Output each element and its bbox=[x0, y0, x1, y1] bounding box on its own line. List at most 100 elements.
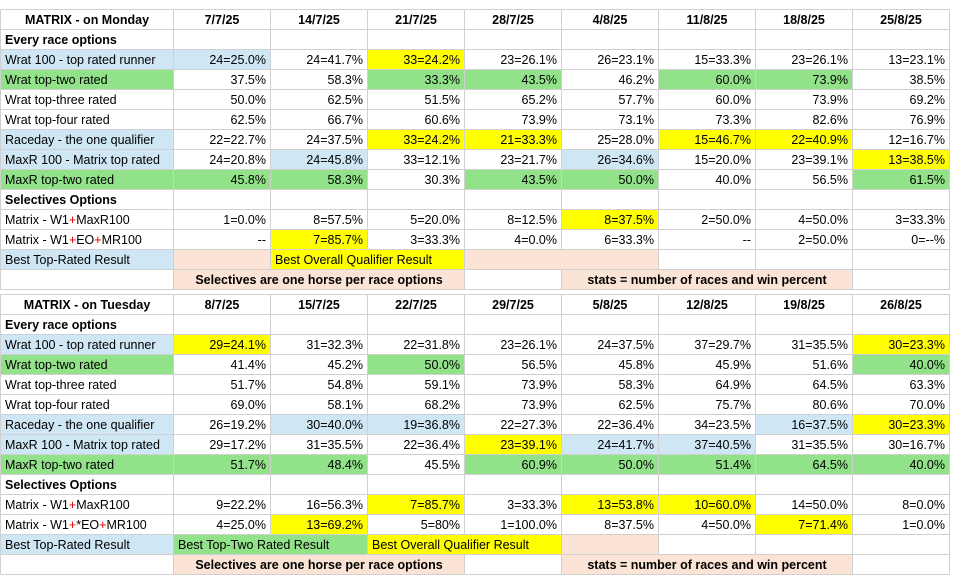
stat-cell[interactable]: 73.1% bbox=[561, 109, 659, 130]
stat-cell[interactable]: 82.6% bbox=[755, 109, 853, 130]
stat-cell[interactable]: 13=38.5% bbox=[852, 149, 950, 170]
stat-cell[interactable]: 62.5% bbox=[561, 394, 659, 415]
stat-cell[interactable]: 51.6% bbox=[755, 354, 853, 375]
stat-cell[interactable]: 8=0.0% bbox=[852, 494, 950, 515]
stat-cell[interactable]: 22=36.4% bbox=[367, 434, 465, 455]
stat-cell[interactable]: 15=20.0% bbox=[658, 149, 756, 170]
stat-cell[interactable]: 40.0% bbox=[852, 354, 950, 375]
stat-cell[interactable]: 15=33.3% bbox=[658, 49, 756, 70]
stat-cell[interactable]: 60.9% bbox=[464, 454, 562, 475]
stat-cell[interactable]: 33=24.2% bbox=[367, 129, 465, 150]
stat-cell[interactable]: 66.7% bbox=[270, 109, 368, 130]
stat-cell[interactable]: 73.3% bbox=[658, 109, 756, 130]
stat-cell[interactable]: 13=69.2% bbox=[270, 514, 368, 535]
stat-cell[interactable]: 13=23.1% bbox=[852, 49, 950, 70]
stat-cell[interactable]: 51.7% bbox=[173, 454, 271, 475]
stat-cell[interactable]: 80.6% bbox=[755, 394, 853, 415]
stat-cell[interactable]: 62.5% bbox=[173, 109, 271, 130]
stat-cell[interactable]: 16=37.5% bbox=[755, 414, 853, 435]
stat-cell[interactable]: 1=0.0% bbox=[173, 209, 271, 230]
stat-cell[interactable]: 50.0% bbox=[561, 169, 659, 190]
stat-cell[interactable]: 23=26.1% bbox=[464, 334, 562, 355]
stat-cell[interactable]: 30=23.3% bbox=[852, 414, 950, 435]
stat-cell[interactable]: 22=31.8% bbox=[367, 334, 465, 355]
stat-cell[interactable]: 10=60.0% bbox=[658, 494, 756, 515]
stat-cell[interactable]: 68.2% bbox=[367, 394, 465, 415]
stat-cell[interactable]: 14=50.0% bbox=[755, 494, 853, 515]
stat-cell[interactable]: 3=33.3% bbox=[852, 209, 950, 230]
stat-cell[interactable]: 8=12.5% bbox=[464, 209, 562, 230]
stat-cell[interactable]: 31=35.5% bbox=[270, 434, 368, 455]
stat-cell[interactable]: 8=37.5% bbox=[561, 514, 659, 535]
stat-cell[interactable]: 5=80% bbox=[367, 514, 465, 535]
stat-cell[interactable]: -- bbox=[173, 229, 271, 250]
stat-cell[interactable]: 40.0% bbox=[852, 454, 950, 475]
stat-cell[interactable]: 69.0% bbox=[173, 394, 271, 415]
stat-cell[interactable]: 64.9% bbox=[658, 374, 756, 395]
stat-cell[interactable]: 1=100.0% bbox=[464, 514, 562, 535]
stat-cell[interactable]: 45.2% bbox=[270, 354, 368, 375]
stat-cell[interactable]: 2=50.0% bbox=[755, 229, 853, 250]
stat-cell[interactable]: 7=71.4% bbox=[755, 514, 853, 535]
stat-cell[interactable]: 60.6% bbox=[367, 109, 465, 130]
stat-cell[interactable]: 58.3% bbox=[561, 374, 659, 395]
stat-cell[interactable]: 5=20.0% bbox=[367, 209, 465, 230]
stat-cell[interactable]: 73.9% bbox=[464, 374, 562, 395]
stat-cell[interactable]: 58.3% bbox=[270, 169, 368, 190]
stat-cell[interactable]: 1=0.0% bbox=[852, 514, 950, 535]
stat-cell[interactable]: 24=41.7% bbox=[561, 434, 659, 455]
stat-cell[interactable]: 58.3% bbox=[270, 69, 368, 90]
stat-cell[interactable]: 26=34.6% bbox=[561, 149, 659, 170]
stat-cell[interactable]: 54.8% bbox=[270, 374, 368, 395]
stat-cell[interactable]: 64.5% bbox=[755, 454, 853, 475]
stat-cell[interactable]: 12=16.7% bbox=[852, 129, 950, 150]
stat-cell[interactable]: 50.0% bbox=[367, 354, 465, 375]
stat-cell[interactable]: 57.7% bbox=[561, 89, 659, 110]
stat-cell[interactable]: 31=35.5% bbox=[755, 434, 853, 455]
stat-cell[interactable]: 24=41.7% bbox=[270, 49, 368, 70]
stat-cell[interactable]: 30=40.0% bbox=[270, 414, 368, 435]
stat-cell[interactable]: 22=22.7% bbox=[173, 129, 271, 150]
stat-cell[interactable]: 31=35.5% bbox=[755, 334, 853, 355]
stat-cell[interactable]: 16=56.3% bbox=[270, 494, 368, 515]
stat-cell[interactable]: 34=23.5% bbox=[658, 414, 756, 435]
stat-cell[interactable]: 22=27.3% bbox=[464, 414, 562, 435]
stat-cell[interactable]: 31=32.3% bbox=[270, 334, 368, 355]
stat-cell[interactable]: 25=28.0% bbox=[561, 129, 659, 150]
stat-cell[interactable]: 24=20.8% bbox=[173, 149, 271, 170]
stat-cell[interactable]: 9=22.2% bbox=[173, 494, 271, 515]
stat-cell[interactable]: 61.5% bbox=[852, 169, 950, 190]
stat-cell[interactable]: 73.9% bbox=[464, 394, 562, 415]
stat-cell[interactable]: 33.3% bbox=[367, 69, 465, 90]
stat-cell[interactable]: 38.5% bbox=[852, 69, 950, 90]
stat-cell[interactable]: 23=26.1% bbox=[755, 49, 853, 70]
stat-cell[interactable]: 37=29.7% bbox=[658, 334, 756, 355]
stat-cell[interactable]: 13=53.8% bbox=[561, 494, 659, 515]
stat-cell[interactable]: 6=33.3% bbox=[561, 229, 659, 250]
stat-cell[interactable]: 73.9% bbox=[755, 69, 853, 90]
stat-cell[interactable]: 51.5% bbox=[367, 89, 465, 110]
stat-cell[interactable]: 64.5% bbox=[755, 374, 853, 395]
stat-cell[interactable]: 2=50.0% bbox=[658, 209, 756, 230]
stat-cell[interactable]: 62.5% bbox=[270, 89, 368, 110]
stat-cell[interactable]: 3=33.3% bbox=[367, 229, 465, 250]
stat-cell[interactable]: 33=12.1% bbox=[367, 149, 465, 170]
stat-cell[interactable]: 0=--% bbox=[852, 229, 950, 250]
stat-cell[interactable]: 45.9% bbox=[658, 354, 756, 375]
stat-cell[interactable]: 26=19.2% bbox=[173, 414, 271, 435]
stat-cell[interactable]: 37=40.5% bbox=[658, 434, 756, 455]
stat-cell[interactable]: 29=17.2% bbox=[173, 434, 271, 455]
stat-cell[interactable]: 76.9% bbox=[852, 109, 950, 130]
stat-cell[interactable]: 60.0% bbox=[658, 69, 756, 90]
stat-cell[interactable]: 4=50.0% bbox=[755, 209, 853, 230]
stat-cell[interactable]: 23=39.1% bbox=[464, 434, 562, 455]
stat-cell[interactable]: 30.3% bbox=[367, 169, 465, 190]
stat-cell[interactable]: 22=36.4% bbox=[561, 414, 659, 435]
stat-cell[interactable]: 73.9% bbox=[464, 109, 562, 130]
stat-cell[interactable]: 8=37.5% bbox=[561, 209, 659, 230]
stat-cell[interactable]: 24=45.8% bbox=[270, 149, 368, 170]
stat-cell[interactable]: 4=25.0% bbox=[173, 514, 271, 535]
stat-cell[interactable]: 50.0% bbox=[173, 89, 271, 110]
stat-cell[interactable]: 45.8% bbox=[173, 169, 271, 190]
stat-cell[interactable]: 43.5% bbox=[464, 169, 562, 190]
